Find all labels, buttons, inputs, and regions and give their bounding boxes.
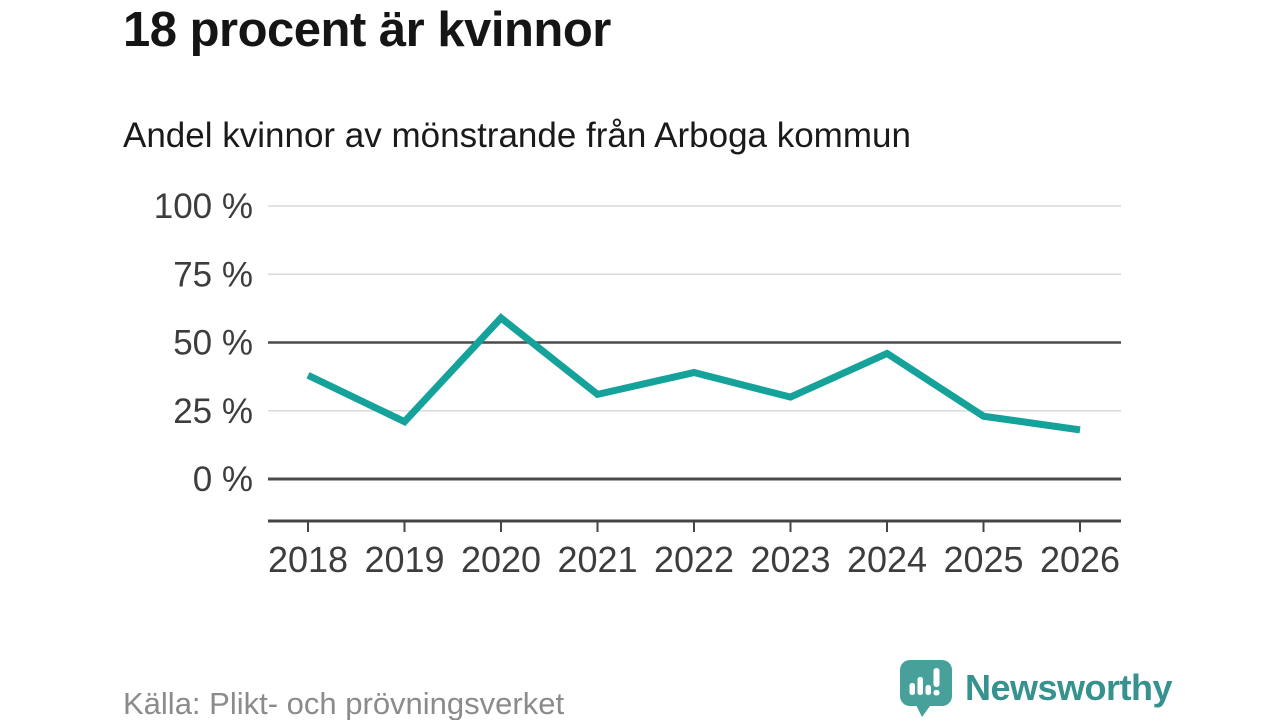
x-axis-tick-label: 2019 xyxy=(364,539,444,580)
speech-bubble-bar-chart-icon xyxy=(900,660,952,717)
x-axis-tick-label: 2021 xyxy=(557,539,637,580)
x-axis-tick-label: 2018 xyxy=(268,539,348,580)
x-axis-tick-label: 2022 xyxy=(654,539,734,580)
chart-title: 18 procent är kvinnor xyxy=(123,3,611,57)
y-axis-tick-label: 0 % xyxy=(193,460,253,499)
y-axis-tick-label: 100 % xyxy=(154,187,253,226)
y-axis-tick-label: 75 % xyxy=(173,255,253,294)
y-axis-tick-label: 25 % xyxy=(173,392,253,431)
x-axis-tick-label: 2020 xyxy=(461,539,541,580)
data-line-andel-kvinnor-av-m-nstrande xyxy=(306,313,1081,434)
y-axis-tick-label: 50 % xyxy=(173,324,253,363)
x-axis-tick-label: 2024 xyxy=(847,539,927,580)
chart-subtitle: Andel kvinnor av mönstrande från Arboga … xyxy=(123,116,911,155)
brand-logo: Newsworthy xyxy=(897,658,1173,718)
source-note: Källa: Plikt- och prövningsverket xyxy=(123,686,565,720)
x-axis-tick-label: 2023 xyxy=(750,539,830,580)
x-axis-tick-label: 2025 xyxy=(943,539,1023,580)
x-axis-tick-label: 2026 xyxy=(1040,539,1120,580)
brand-name: Newsworthy xyxy=(965,667,1173,708)
